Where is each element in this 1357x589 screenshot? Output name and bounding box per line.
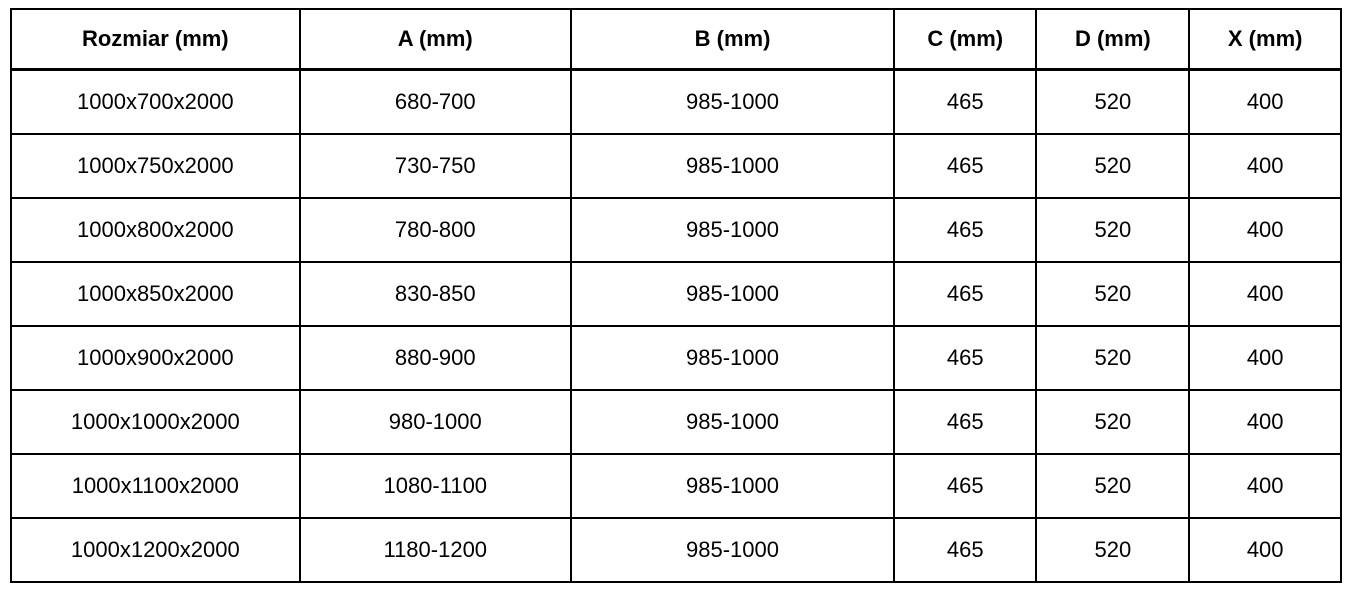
table-cell: 400 (1188, 261, 1342, 327)
table-row: 1000x750x2000 730-750 985-1000 465 520 4… (10, 133, 1342, 199)
table-cell: 465 (893, 261, 1038, 327)
table-row: 1000x800x2000 780-800 985-1000 465 520 4… (10, 197, 1342, 263)
table-cell: 985-1000 (569, 389, 896, 455)
table-cell: 985-1000 (569, 261, 896, 327)
table-cell: 1080-1100 (298, 453, 572, 519)
table-cell: 980-1000 (298, 389, 572, 455)
table-row: 1000x1000x2000 980-1000 985-1000 465 520… (10, 389, 1342, 455)
table-cell: 465 (893, 389, 1038, 455)
table-cell: 465 (893, 325, 1038, 391)
column-header-x: X (mm) (1188, 8, 1342, 71)
table-cell: 1000x800x2000 (10, 197, 301, 263)
table-cell: 780-800 (298, 197, 572, 263)
table-cell: 830-850 (298, 261, 572, 327)
table-cell: 400 (1188, 517, 1342, 583)
table-cell: 520 (1035, 133, 1191, 199)
table-cell: 465 (893, 517, 1038, 583)
table-cell: 985-1000 (569, 197, 896, 263)
table-cell: 1000x1000x2000 (10, 389, 301, 455)
table-cell: 520 (1035, 261, 1191, 327)
table-cell: 985-1000 (569, 517, 896, 583)
table-row: 1000x1100x2000 1080-1100 985-1000 465 52… (10, 453, 1342, 519)
table-cell: 1000x1200x2000 (10, 517, 301, 583)
table-cell: 465 (893, 197, 1038, 263)
size-dimensions-table: Rozmiar (mm) A (mm) B (mm) C (mm) D (mm)… (10, 8, 1342, 583)
table-cell: 730-750 (298, 133, 572, 199)
table-cell: 1000x900x2000 (10, 325, 301, 391)
table-row: 1000x1200x2000 1180-1200 985-1000 465 52… (10, 517, 1342, 583)
column-header-b: B (mm) (569, 8, 896, 71)
table-cell: 465 (893, 133, 1038, 199)
table-cell: 1180-1200 (298, 517, 572, 583)
table-cell: 1000x1100x2000 (10, 453, 301, 519)
table-cell: 520 (1035, 68, 1191, 135)
column-header-c: C (mm) (893, 8, 1038, 71)
table-cell: 400 (1188, 197, 1342, 263)
table-cell: 1000x850x2000 (10, 261, 301, 327)
table-cell: 680-700 (298, 68, 572, 135)
table-cell: 520 (1035, 197, 1191, 263)
column-header-rozmiar: Rozmiar (mm) (10, 8, 301, 71)
column-header-d: D (mm) (1035, 8, 1191, 71)
table-cell: 520 (1035, 389, 1191, 455)
table-cell: 400 (1188, 133, 1342, 199)
table-cell: 985-1000 (569, 68, 896, 135)
table-cell: 880-900 (298, 325, 572, 391)
table-cell: 1000x700x2000 (10, 68, 301, 135)
table-cell: 985-1000 (569, 133, 896, 199)
table-cell: 465 (893, 68, 1038, 135)
header-row: Rozmiar (mm) A (mm) B (mm) C (mm) D (mm)… (10, 8, 1342, 71)
table-cell: 400 (1188, 325, 1342, 391)
table-row: 1000x850x2000 830-850 985-1000 465 520 4… (10, 261, 1342, 327)
table-row: 1000x700x2000 680-700 985-1000 465 520 4… (10, 68, 1342, 135)
table-cell: 400 (1188, 68, 1342, 135)
table-cell: 520 (1035, 517, 1191, 583)
table-cell: 985-1000 (569, 453, 896, 519)
table-cell: 400 (1188, 389, 1342, 455)
table-cell: 520 (1035, 453, 1191, 519)
table-cell: 1000x750x2000 (10, 133, 301, 199)
table-cell: 985-1000 (569, 325, 896, 391)
column-header-a: A (mm) (298, 8, 572, 71)
table-cell: 400 (1188, 453, 1342, 519)
table-row: 1000x900x2000 880-900 985-1000 465 520 4… (10, 325, 1342, 391)
table-cell: 520 (1035, 325, 1191, 391)
table-cell: 465 (893, 453, 1038, 519)
